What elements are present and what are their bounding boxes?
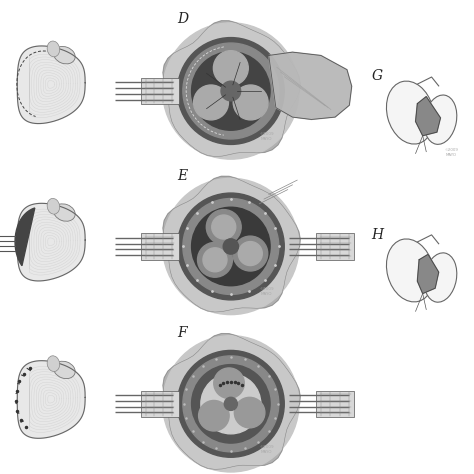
Ellipse shape xyxy=(47,356,60,372)
Bar xyxy=(141,78,179,104)
Bar xyxy=(316,233,354,260)
Polygon shape xyxy=(163,334,300,469)
Ellipse shape xyxy=(54,204,75,221)
Ellipse shape xyxy=(54,361,75,379)
Circle shape xyxy=(163,23,299,159)
Circle shape xyxy=(198,242,232,277)
Circle shape xyxy=(177,350,284,457)
Circle shape xyxy=(224,397,237,410)
Ellipse shape xyxy=(47,41,60,57)
Bar xyxy=(141,391,179,417)
Circle shape xyxy=(203,248,227,272)
Circle shape xyxy=(163,336,299,472)
Ellipse shape xyxy=(386,81,434,144)
Text: G: G xyxy=(371,69,383,83)
Circle shape xyxy=(206,210,241,245)
Circle shape xyxy=(183,43,279,139)
Circle shape xyxy=(177,37,284,145)
Circle shape xyxy=(201,374,261,434)
Text: ©2009
MAYO: ©2009 MAYO xyxy=(259,287,273,296)
Circle shape xyxy=(199,401,229,431)
Polygon shape xyxy=(163,176,300,312)
Circle shape xyxy=(191,365,270,443)
Polygon shape xyxy=(17,46,85,124)
Circle shape xyxy=(191,52,270,130)
Polygon shape xyxy=(17,361,85,438)
Bar xyxy=(141,233,179,260)
Circle shape xyxy=(191,207,270,286)
Text: D: D xyxy=(177,12,188,26)
Ellipse shape xyxy=(424,95,457,145)
Bar xyxy=(316,391,354,417)
Text: ©2009
MAYO: ©2009 MAYO xyxy=(259,132,273,141)
Circle shape xyxy=(213,51,248,85)
Circle shape xyxy=(233,236,268,271)
Circle shape xyxy=(233,85,268,120)
Polygon shape xyxy=(15,208,35,266)
Circle shape xyxy=(212,215,236,239)
Circle shape xyxy=(193,85,228,120)
Circle shape xyxy=(183,356,279,452)
Polygon shape xyxy=(17,203,85,281)
Ellipse shape xyxy=(424,253,457,302)
Circle shape xyxy=(221,81,241,101)
Circle shape xyxy=(234,397,265,428)
Ellipse shape xyxy=(47,199,60,214)
Polygon shape xyxy=(163,21,300,156)
Ellipse shape xyxy=(54,46,75,64)
Polygon shape xyxy=(417,255,439,293)
Circle shape xyxy=(183,199,279,294)
Circle shape xyxy=(223,239,238,254)
Polygon shape xyxy=(416,97,440,136)
Text: ©2009
MAYO: ©2009 MAYO xyxy=(444,148,458,157)
Circle shape xyxy=(177,193,284,300)
Polygon shape xyxy=(269,52,352,119)
Text: F: F xyxy=(178,326,187,340)
Text: H: H xyxy=(371,228,383,242)
Ellipse shape xyxy=(386,239,434,302)
Text: ©2009
MAYO: ©2009 MAYO xyxy=(259,445,273,454)
Circle shape xyxy=(163,178,299,315)
Circle shape xyxy=(238,242,262,265)
Text: E: E xyxy=(177,169,188,183)
Circle shape xyxy=(214,368,244,399)
